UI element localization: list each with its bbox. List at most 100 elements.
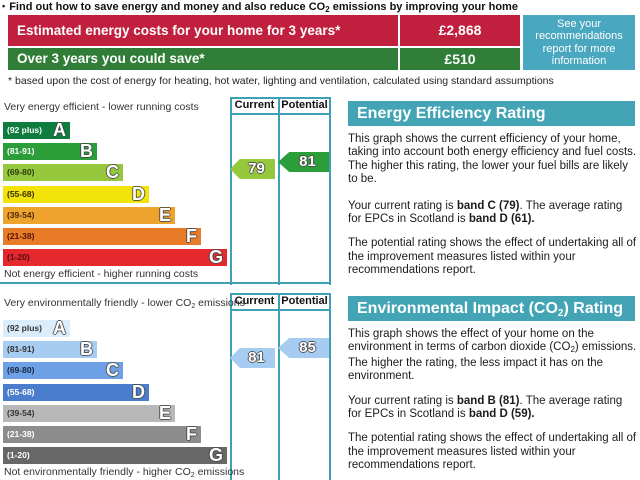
savings-row-label: Over 3 years you could save* — [8, 48, 398, 70]
average-band-bold: band D (59). — [468, 408, 535, 421]
chart-bottom-caption: Not energy efficient - higher running co… — [4, 268, 198, 281]
chart-border-line — [329, 97, 331, 285]
section-paragraph: This graph shows the effect of your home… — [348, 328, 637, 384]
energy-efficiency-chart: Current Potential Very energy efficient … — [0, 97, 331, 285]
chart-border-line — [230, 113, 331, 115]
page-title-text: Find out how to save energy and money an… — [9, 1, 326, 13]
band-letter: E — [158, 204, 171, 225]
band-range-label: (21-38) — [7, 429, 35, 439]
caption-sub: 2 — [190, 472, 195, 479]
recommendations-note: See your recommendations report for more… — [523, 15, 635, 70]
chart-border-line — [278, 293, 280, 480]
caption-text: Very environmentally friendly - lower CO — [4, 297, 192, 309]
band-letter: C — [106, 360, 119, 381]
page-title-text-2: emissions by improving your home — [329, 1, 518, 13]
savings-row-value: £510 — [400, 48, 520, 70]
chart-border-line — [230, 309, 331, 311]
current-rating-value: 79 — [248, 160, 265, 177]
cost-row-value: £2,868 — [400, 15, 520, 46]
band-c: (69-80) C — [3, 360, 123, 381]
band-letter: G — [208, 247, 223, 268]
band-range-label: (39-54) — [7, 209, 35, 220]
current-band-bold: band B (81) — [456, 394, 520, 407]
paragraph-text-2: . The average rating for EPCs in Scotlan… — [348, 199, 623, 226]
band-letter: D — [132, 381, 145, 402]
band-g: (1-20) G — [3, 247, 227, 268]
band-range-label: (69-80) — [7, 167, 35, 178]
paragraph-text: Your current rating is — [348, 394, 457, 407]
chart-border-line — [329, 293, 331, 480]
current-rating-value: 81 — [248, 349, 265, 366]
heading-text-2: ) Rating — [563, 300, 624, 317]
caption-text-2: emissions — [195, 297, 245, 309]
chart-border-line — [0, 282, 331, 284]
caption-text-2: emissions — [194, 466, 245, 478]
current-column-header: Current — [234, 99, 275, 111]
heading-sub: 2 — [557, 308, 564, 319]
band-letter: A — [53, 318, 66, 338]
band-letter: E — [158, 402, 171, 423]
chart-top-caption: Very environmentally friendly - lower CO… — [4, 297, 245, 310]
current-column-header: Current — [234, 295, 275, 307]
caption-sub: 2 — [191, 303, 196, 310]
paragraph-text: Your current rating is — [348, 199, 457, 212]
section-paragraph: The potential rating shows the effect of… — [348, 237, 637, 277]
band-range-label: (92 plus) — [7, 323, 42, 333]
heading-text: Energy Efficiency Rating — [357, 105, 546, 122]
band-letter: B — [80, 141, 93, 162]
paragraph-text-2: . The average rating for EPCs in Scotlan… — [348, 394, 623, 421]
paragraph-text-2: ) emissions. The higher the rating, the … — [348, 341, 637, 383]
co2-subscript: 2 — [325, 5, 330, 14]
energy-efficiency-section: Energy Efficiency Rating This graph show… — [348, 101, 638, 278]
potential-rating-arrow: 81 — [278, 152, 329, 172]
section-paragraph: Your current rating is band C (79). The … — [348, 200, 637, 227]
band-range-label: (1-20) — [7, 450, 30, 461]
current-band-bold: band C (79) — [456, 199, 520, 212]
band-g: (1-20) G — [3, 445, 227, 466]
cost-footnote: * based upon the cost of energy for heat… — [8, 75, 554, 87]
caption-text: Not environmentally friendly - higher CO — [4, 466, 191, 478]
average-band-bold: band D (61). — [468, 213, 535, 226]
chart-border-line — [230, 97, 232, 285]
band-range-label: (55-68) — [7, 386, 35, 397]
band-letter: G — [208, 445, 223, 466]
band-letter: F — [186, 424, 197, 444]
band-letter: C — [106, 162, 119, 183]
page-title: ▪ Find out how to save energy and money a… — [2, 1, 518, 14]
band-b: (81-91) B — [3, 141, 97, 162]
potential-column-header: Potential — [281, 295, 328, 307]
band-c: (69-80) C — [3, 162, 123, 183]
band-range-label: (39-54) — [7, 407, 35, 418]
caption-text: Not energy efficient - higher running co… — [4, 268, 199, 280]
potential-rating-value: 85 — [299, 339, 316, 356]
band-f: (21-38) F — [3, 424, 201, 444]
band-f: (21-38) F — [3, 226, 201, 246]
chart-border-line — [278, 97, 280, 285]
chart-border-line — [230, 293, 232, 480]
band-b: (81-91) B — [3, 340, 97, 359]
current-rating-arrow: 79 — [230, 159, 275, 179]
rating-bars: (92 plus) A (81-91) B (69-80) C (55-68) D (39-54… — [0, 97, 331, 285]
chart-border-line — [230, 293, 331, 295]
environmental-impact-section: Environmental Impact (CO2) Rating This g… — [348, 296, 638, 473]
band-range-label: (21-38) — [7, 231, 35, 241]
band-e: (39-54) E — [3, 402, 175, 423]
band-range-label: (81-91) — [7, 344, 35, 355]
paragraph-text: This graph shows the effect of your home… — [348, 328, 594, 354]
heading-text: Environmental Impact (CO — [357, 300, 558, 317]
chart-border-line — [230, 97, 331, 99]
band-letter: A — [53, 120, 66, 140]
band-range-label: (1-20) — [7, 252, 30, 263]
potential-column-header: Potential — [281, 99, 328, 111]
chart-bottom-caption: Not environmentally friendly - higher CO… — [4, 466, 244, 479]
environmental-impact-chart: Current Potential Very environmentally f… — [0, 293, 331, 480]
band-a: (92 plus) A — [3, 120, 70, 140]
band-range-label: (81-91) — [7, 146, 35, 157]
cost-row-label: Estimated energy costs for your home for… — [8, 15, 398, 46]
paragraph-sub: 2 — [570, 345, 575, 355]
potential-rating-arrow: 85 — [278, 338, 329, 358]
band-letter: F — [186, 226, 197, 246]
energy-efficiency-heading: Energy Efficiency Rating — [348, 101, 635, 126]
rating-bars: (92 plus) A (81-91) B (69-80) C (55-68) D (39-54… — [0, 293, 331, 480]
